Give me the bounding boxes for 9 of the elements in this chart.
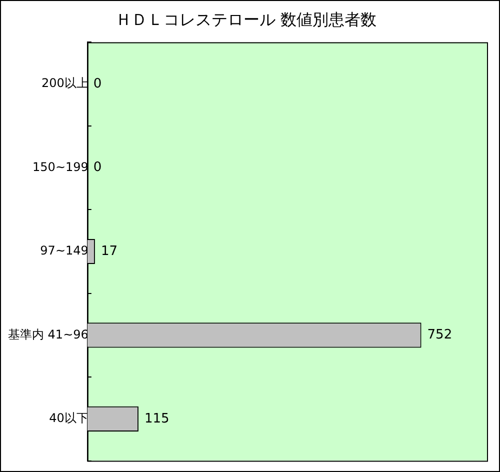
data-label: 17 (100, 244, 118, 259)
y-tick-label: 150~199 (32, 160, 88, 174)
data-label: 115 (144, 411, 170, 426)
data-label: 0 (93, 76, 102, 92)
data-label: 0 (93, 160, 102, 176)
y-tick-label: 基準内 41~96 (8, 327, 88, 342)
data-label: 752 (427, 328, 452, 343)
chart-title: ＨＤＬコレステロール 数値別患者数 (115, 10, 377, 29)
y-tick-label: 97~149 (40, 244, 88, 258)
